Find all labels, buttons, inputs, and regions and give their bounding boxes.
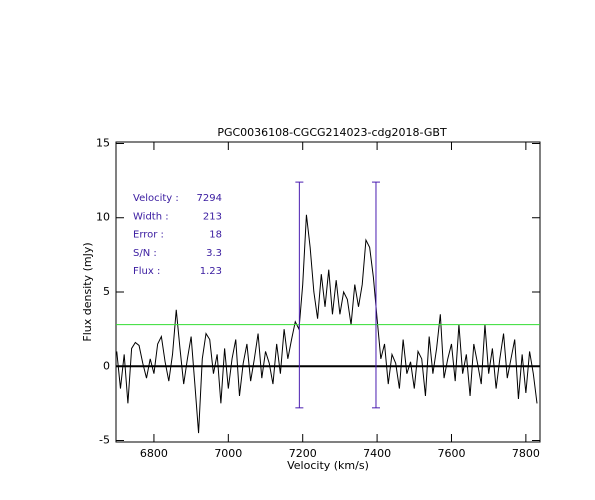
x-tick-label: 7600: [437, 447, 465, 460]
annotation-value: 18: [209, 230, 222, 241]
chart-title: PGC0036108-CGCG214023-cdg2018-GBT: [217, 126, 447, 139]
x-tick-label: 6800: [140, 447, 168, 460]
y-tick-label: 5: [103, 285, 110, 298]
annotation-value: 3.3: [206, 248, 222, 259]
annotation-label: Velocity :: [133, 193, 179, 204]
y-tick-label: 0: [103, 359, 110, 372]
annotation-label: Flux :: [133, 266, 160, 277]
annotation-value: 1.23: [200, 266, 222, 277]
y-tick-label: 10: [96, 211, 110, 224]
y-tick-label: -5: [99, 434, 110, 447]
annotation-label: Error :: [133, 230, 164, 241]
x-tick-label: 7400: [363, 447, 391, 460]
x-tick-label: 7000: [214, 447, 242, 460]
annotation-value: 7294: [197, 193, 222, 204]
annotation-label: Width :: [133, 211, 169, 222]
annotation-value: 213: [203, 211, 222, 222]
y-tick-label: 15: [96, 136, 110, 149]
annotation-label: S/N :: [133, 248, 157, 259]
spectrum-line: [116, 214, 538, 434]
y-axis-label: Flux density (mJy): [81, 242, 94, 341]
x-tick-label: 7200: [289, 447, 317, 460]
x-tick-label: 7800: [512, 447, 540, 460]
x-axis-label: Velocity (km/s): [287, 459, 369, 472]
